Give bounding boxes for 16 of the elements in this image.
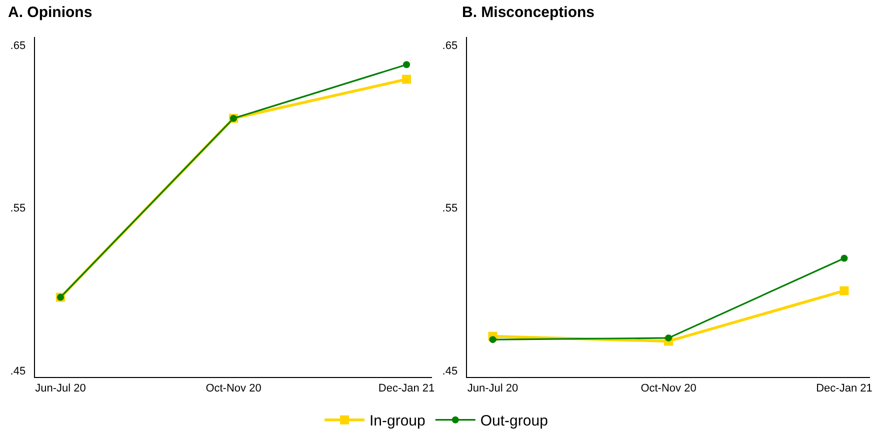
x-tick-label: Jun-Jul 20: [467, 382, 518, 394]
y-tick-label: .55: [442, 202, 458, 215]
legend-label: Out-group: [480, 412, 548, 430]
chart-title: B. Misconceptions: [462, 4, 595, 22]
y-tick-label: .65: [442, 40, 458, 52]
x-tick-label: Oct-Nov 20: [206, 382, 262, 394]
y-tick-label: .55: [10, 202, 26, 215]
y-tick-label: .45: [442, 365, 458, 378]
y-tick-label: .45: [10, 365, 26, 378]
legend-label: In-group: [370, 412, 426, 430]
chart-title: A. Opinions: [8, 4, 92, 22]
x-tick-label: Oct-Nov 20: [640, 382, 696, 394]
x-tick-label: Dec-Jan 21: [378, 382, 435, 394]
y-tick-label: .65: [10, 40, 26, 52]
x-tick-label: Jun-Jul 20: [35, 382, 86, 394]
x-tick-label: Dec-Jan 21: [816, 382, 872, 394]
